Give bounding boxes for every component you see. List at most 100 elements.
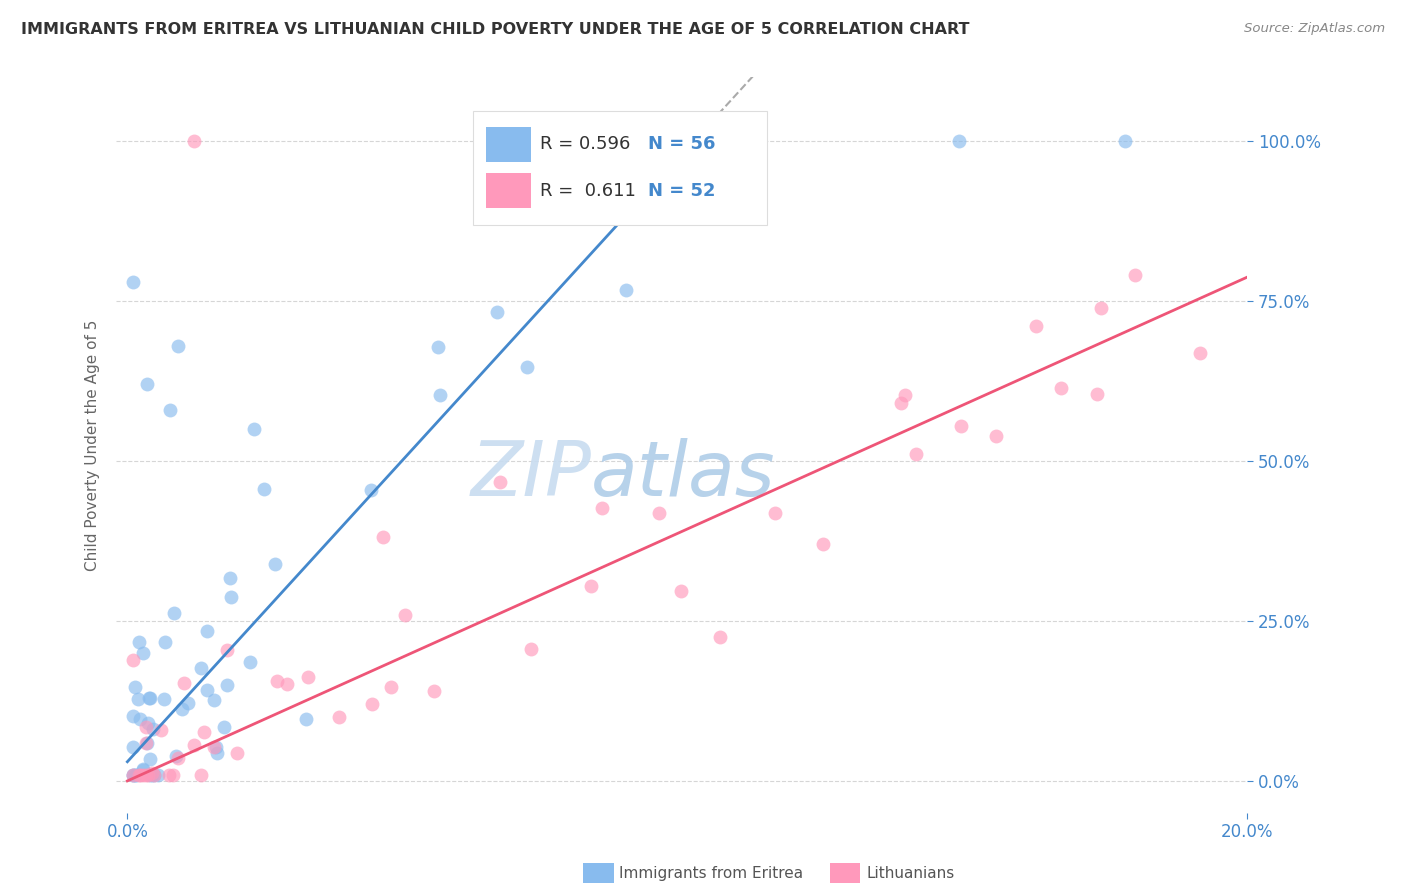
Point <box>1189 346 1212 360</box>
Point <box>380 680 402 694</box>
Point <box>139 767 162 781</box>
Point <box>765 507 787 521</box>
Point <box>139 691 162 706</box>
Point <box>205 746 228 760</box>
Point <box>125 767 148 781</box>
Point <box>122 739 145 754</box>
Point <box>122 767 145 781</box>
Point <box>709 631 731 645</box>
Point <box>328 709 350 723</box>
Point <box>132 762 155 776</box>
Point <box>143 767 166 781</box>
Point <box>894 388 917 402</box>
Point <box>904 447 927 461</box>
Point <box>669 584 692 599</box>
Point <box>131 646 153 660</box>
Point <box>138 715 160 730</box>
Point <box>146 767 169 781</box>
Point <box>1090 301 1112 315</box>
Point <box>253 482 276 496</box>
Point <box>141 766 163 780</box>
Point <box>276 677 298 691</box>
Point <box>132 767 155 781</box>
Point <box>132 763 155 777</box>
Y-axis label: Child Poverty Under the Age of 5: Child Poverty Under the Age of 5 <box>86 319 100 571</box>
Point <box>162 606 184 620</box>
Point <box>159 403 181 417</box>
Point <box>221 590 243 604</box>
Point <box>195 683 218 698</box>
Point <box>135 767 157 781</box>
Point <box>157 767 180 781</box>
Point <box>239 655 262 669</box>
Point <box>489 475 512 489</box>
Point <box>122 275 145 289</box>
Point <box>141 767 163 781</box>
Text: N = 52: N = 52 <box>648 182 716 200</box>
Point <box>1025 318 1047 333</box>
Point <box>167 751 190 765</box>
Point <box>166 339 188 353</box>
Point <box>202 692 225 706</box>
Point <box>122 767 145 781</box>
Point <box>948 135 970 149</box>
Point <box>202 740 225 755</box>
Point <box>243 422 266 436</box>
Point <box>591 501 613 516</box>
Point <box>122 653 145 667</box>
Point <box>373 530 395 544</box>
Point <box>1085 387 1108 401</box>
Point <box>195 624 218 638</box>
Point <box>139 751 162 765</box>
Point <box>135 736 157 750</box>
Point <box>360 483 382 498</box>
FancyBboxPatch shape <box>486 173 531 209</box>
Point <box>124 680 146 694</box>
Point <box>129 767 152 781</box>
Text: R = 0.596: R = 0.596 <box>540 136 631 153</box>
Point <box>162 767 184 781</box>
Text: Immigrants from Eritrea: Immigrants from Eritrea <box>619 866 803 880</box>
Point <box>614 283 637 297</box>
Text: IMMIGRANTS FROM ERITREA VS LITHUANIAN CHILD POVERTY UNDER THE AGE OF 5 CORRELATI: IMMIGRANTS FROM ERITREA VS LITHUANIAN CH… <box>21 22 970 37</box>
Point <box>226 746 249 760</box>
Point <box>193 725 215 739</box>
Point <box>263 557 285 571</box>
Point <box>136 767 159 781</box>
Text: N = 56: N = 56 <box>648 136 716 153</box>
Point <box>1049 382 1071 396</box>
Point <box>266 673 288 688</box>
Point <box>165 748 187 763</box>
Point <box>153 691 176 706</box>
Point <box>142 722 165 736</box>
Text: R =  0.611: R = 0.611 <box>540 182 637 200</box>
FancyBboxPatch shape <box>472 111 766 225</box>
Point <box>516 359 538 374</box>
Point <box>177 696 200 710</box>
Point <box>579 579 602 593</box>
Point <box>519 642 541 657</box>
Point <box>217 642 239 657</box>
Point <box>429 388 451 402</box>
Point <box>135 377 157 392</box>
Point <box>949 419 972 434</box>
Text: Lithuanians: Lithuanians <box>866 866 955 880</box>
Point <box>128 635 150 649</box>
Point <box>219 571 242 585</box>
Point <box>190 767 212 781</box>
Point <box>122 767 145 781</box>
Point <box>128 767 150 781</box>
Point <box>1123 268 1146 283</box>
Point <box>138 690 160 705</box>
Point <box>984 429 1007 443</box>
Point <box>890 396 912 410</box>
Text: Source: ZipAtlas.com: Source: ZipAtlas.com <box>1244 22 1385 36</box>
Point <box>135 720 157 734</box>
Point <box>394 608 416 623</box>
Point <box>173 675 195 690</box>
Point <box>212 720 235 734</box>
Point <box>427 340 450 354</box>
Point <box>124 767 146 781</box>
Point <box>129 712 152 726</box>
Point <box>423 684 446 698</box>
